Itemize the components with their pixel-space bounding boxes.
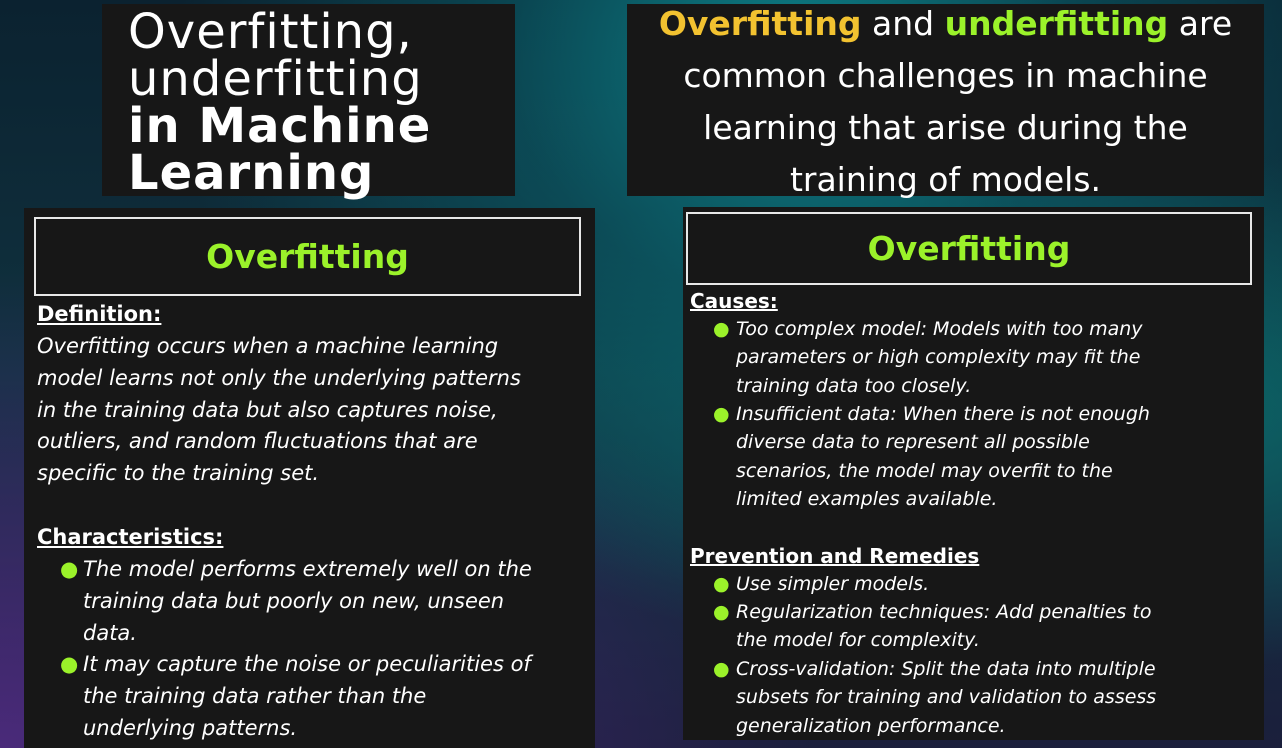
- bullet-line: parameters or high complexity may fit th…: [736, 346, 1141, 369]
- definition-line: model learns not only the underlying pat…: [37, 365, 521, 390]
- bullet-line: training data but poorly on new, unseen: [83, 588, 505, 613]
- prevention-bullet: ● Cross-validation: Split the data into …: [713, 655, 1156, 740]
- characteristics-bullet: ● It may capture the noise or peculiarit…: [60, 649, 531, 744]
- title-line-1: Overfitting,: [128, 4, 413, 60]
- bullet-line: Too complex model: Models with too many: [736, 318, 1143, 340]
- definition-text: Overfitting occurs when a machine learni…: [37, 331, 521, 490]
- overfitting-definition-card: Overfitting Definition: Overfitting occu…: [24, 208, 595, 748]
- intro-are: are: [1168, 4, 1233, 43]
- bullet-line: underlying patterns.: [83, 715, 298, 740]
- overfitting-causes-card: Overfitting Causes: ● Too complex model:…: [683, 207, 1264, 740]
- prevention-bullet: ● Use simpler models.: [713, 570, 929, 598]
- definition-line: Overfitting occurs when a machine learni…: [37, 334, 499, 358]
- characteristics-bullet: ● The model performs extremely well on t…: [60, 554, 532, 649]
- bullet-dot-icon: ●: [713, 318, 730, 340]
- bullet-line: Use simpler models.: [736, 573, 930, 595]
- bullet-line: It may capture the noise or peculiaritie…: [83, 652, 531, 676]
- definition-label: Definition:: [37, 302, 162, 326]
- characteristics-label: Characteristics:: [37, 525, 224, 549]
- bullet-line: the model for complexity.: [736, 629, 980, 652]
- card-heading-frame: Overfitting: [686, 212, 1252, 285]
- bullet-dot-icon: ●: [713, 573, 730, 595]
- title-line-2: underfitting: [128, 51, 423, 107]
- bullet-line: subsets for training and validation to a…: [736, 686, 1157, 709]
- bullet-line: limited examples available.: [736, 488, 998, 511]
- bullet-dot-icon: ●: [60, 557, 79, 581]
- bullet-dot-icon: ●: [713, 403, 730, 425]
- intro-and: and: [861, 4, 945, 43]
- bullet-line: training data too closely.: [736, 374, 972, 397]
- bullet-dot-icon: ●: [60, 652, 79, 676]
- bullet-line: Cross-validation: Split the data into mu…: [736, 658, 1156, 680]
- intro-line-3: learning that arise during the: [703, 108, 1188, 147]
- title-line-4: Learning: [128, 145, 375, 201]
- title-panel: Overfitting, underfitting in Machine Lea…: [102, 4, 515, 201]
- intro-line-4: training of models.: [789, 160, 1102, 199]
- card-heading: Overfitting: [206, 237, 409, 276]
- bullet-dot-icon: ●: [713, 658, 730, 680]
- intro-keyword-overfitting: Overfitting: [658, 4, 862, 43]
- causes-bullet: ● Too complex model: Models with too man…: [713, 315, 1143, 400]
- definition-line: outliers, and random fluctuations that a…: [37, 429, 478, 454]
- bullet-line: diverse data to represent all possible: [736, 431, 1090, 454]
- prevention-label: Prevention and Remedies: [690, 544, 980, 568]
- intro-panel: Overfitting and underfitting are common …: [627, 4, 1264, 199]
- definition-line: in the training data but also captures n…: [37, 397, 498, 422]
- intro-line-1: Overfitting and underfitting are: [627, 4, 1264, 44]
- prevention-bullet: ● Regularization techniques: Add penalti…: [713, 598, 1151, 655]
- bullet-line: scenarios, the model may overfit to the: [736, 459, 1113, 482]
- bullet-line: Regularization techniques: Add penalties…: [736, 601, 1152, 623]
- causes-label: Causes:: [690, 289, 778, 313]
- bullet-line: Insufficient data: When there is not eno…: [736, 403, 1150, 425]
- bullet-line: the training data rather than the: [83, 683, 427, 708]
- bullet-line: generalization performance.: [736, 714, 1006, 737]
- definition-line: specific to the training set.: [37, 461, 320, 486]
- intro-keyword-underfitting: underfitting: [944, 4, 1169, 43]
- card-heading: Overfitting: [867, 229, 1071, 268]
- bullet-line: The model performs extremely well on the: [83, 557, 532, 581]
- title-line-3: in Machine: [128, 98, 432, 154]
- bullet-line: data.: [83, 620, 137, 645]
- bullet-dot-icon: ●: [713, 601, 730, 623]
- causes-bullet: ● Insufficient data: When there is not e…: [713, 400, 1150, 514]
- intro-line-2: common challenges in machine: [683, 56, 1208, 95]
- card-heading-frame: Overfitting: [34, 217, 581, 296]
